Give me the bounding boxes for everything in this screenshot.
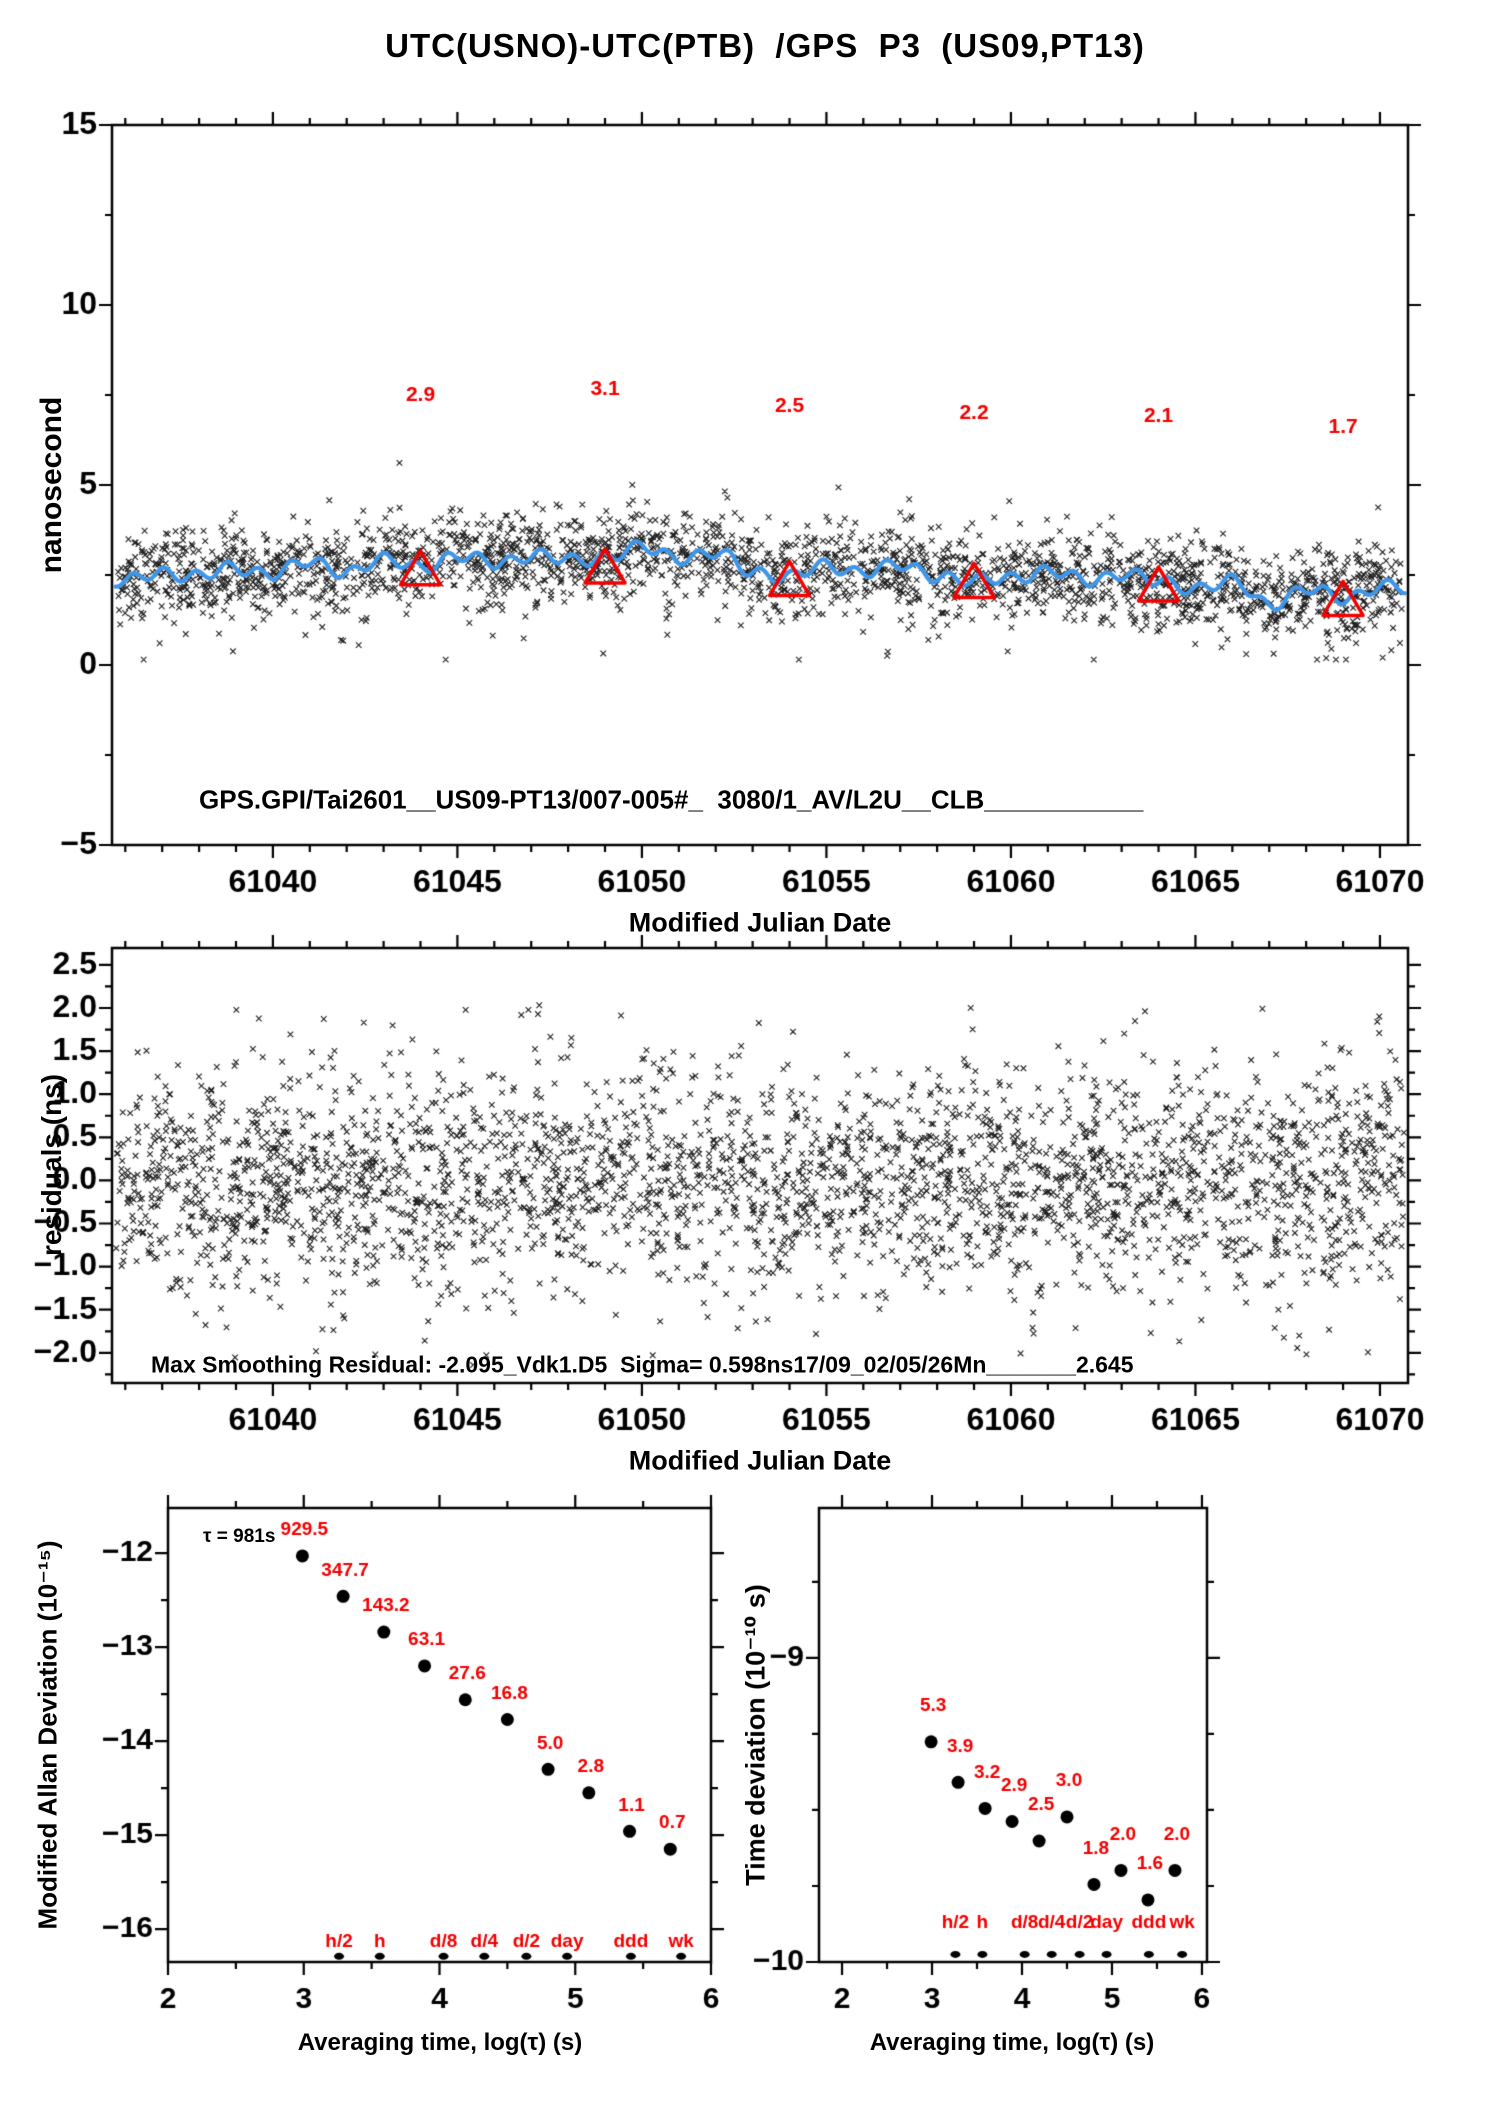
axis-label-nanosecond: nanosecond xyxy=(35,396,68,574)
annotation-gps-link-id: GPS.GPI/Tai2601__US09-PT13/007-005#_ 308… xyxy=(199,784,1144,815)
axis-label-mjd-top: Modified Julian Date xyxy=(628,907,892,938)
axis-label-tdev: Time deviation (10⁻¹⁰ s) xyxy=(740,1584,771,1886)
annotation-tau-sample: τ = 981s xyxy=(203,1526,276,1547)
axis-label-mdev: Modified Allan Deviation (10⁻¹⁵) xyxy=(32,1540,63,1930)
annotation-max-smoothing-residual: Max Smoothing Residual: -2.095_Vdk1.D5 S… xyxy=(151,1351,1134,1378)
axis-label-mjd-middle: Modified Julian Date xyxy=(628,1445,892,1476)
figure-title: UTC(USNO)-UTC(PTB) /GPS P3 (US09,PT13) xyxy=(385,27,1145,64)
axis-label-avg-time-left: Averaging time, log(τ) (s) xyxy=(297,2029,583,2056)
axis-label-residuals: residuals (ns) xyxy=(36,1073,67,1257)
axis-label-avg-time-right: Averaging time, log(τ) (s) xyxy=(869,2029,1155,2056)
